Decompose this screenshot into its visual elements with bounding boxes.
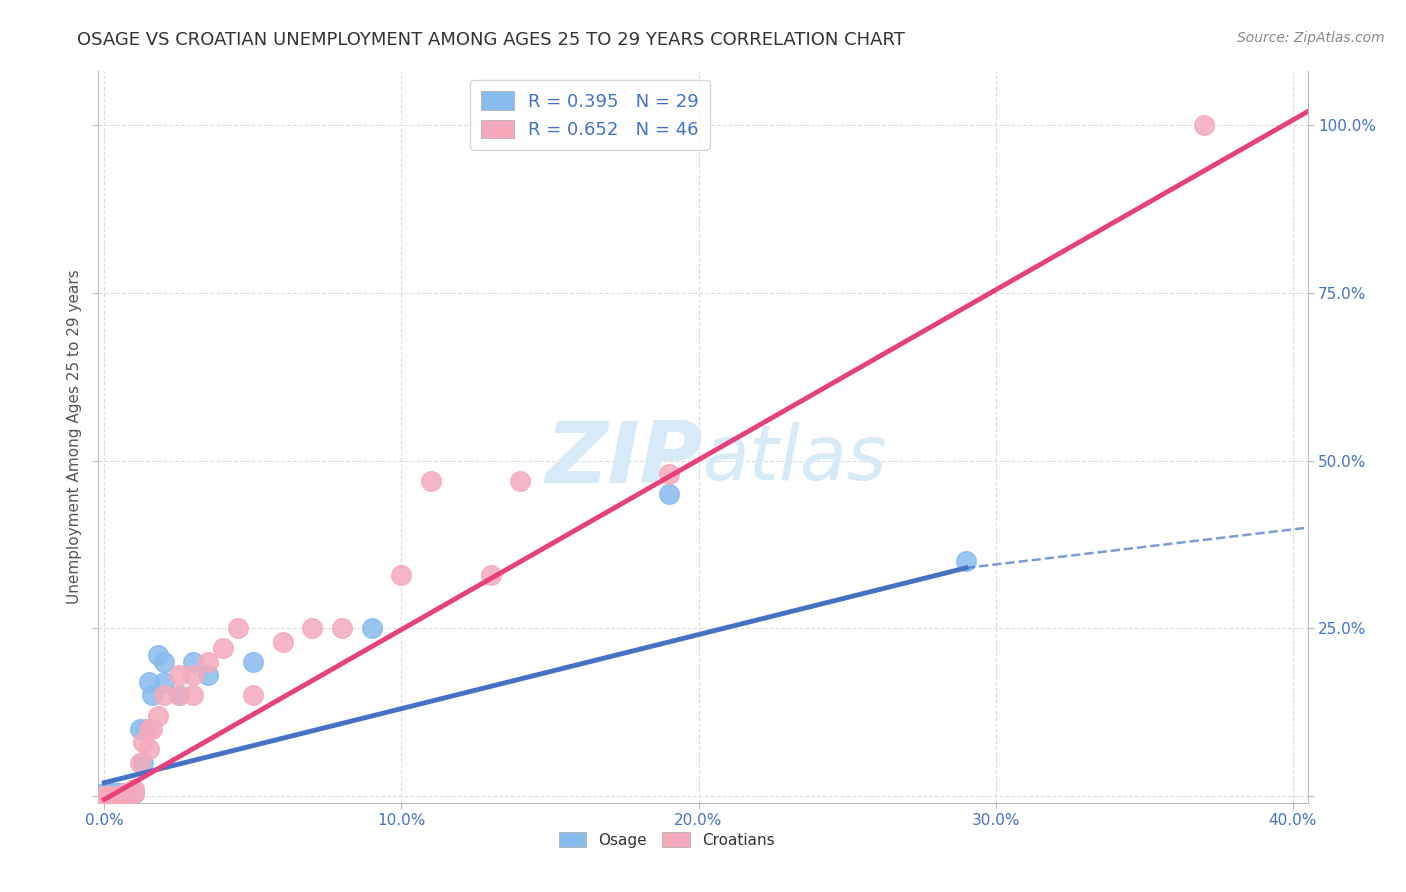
Point [167, 668, 190, 682]
Point [98, 786, 121, 800]
Point [167, 689, 190, 703]
Text: OSAGE VS CROATIAN UNEMPLOYMENT AMONG AGES 25 TO 29 YEARS CORRELATION CHART: OSAGE VS CROATIAN UNEMPLOYMENT AMONG AGE… [77, 31, 905, 49]
Point [108, 789, 131, 803]
Point [108, 789, 131, 803]
Y-axis label: Unemployment Among Ages 25 to 29 years: Unemployment Among Ages 25 to 29 years [67, 269, 83, 605]
Text: ZIP: ZIP [546, 417, 703, 500]
Point [271, 634, 294, 648]
Point [146, 708, 169, 723]
Point [226, 621, 249, 635]
Point [120, 786, 142, 800]
Point [509, 474, 531, 488]
Point [103, 789, 125, 803]
Point [197, 655, 219, 669]
Point [122, 786, 145, 800]
Point [122, 782, 145, 797]
Point [479, 567, 502, 582]
Point [242, 655, 264, 669]
Point [183, 668, 205, 682]
Point [114, 786, 136, 800]
Point [122, 786, 145, 800]
Point [93, 786, 115, 800]
Point [391, 567, 413, 582]
Point [103, 789, 125, 803]
Point [111, 789, 134, 803]
Point [138, 675, 160, 690]
Point [658, 487, 681, 501]
Point [96, 789, 118, 803]
Point [135, 722, 157, 736]
Point [96, 786, 118, 800]
Point [146, 648, 169, 662]
Point [111, 789, 134, 803]
Point [152, 675, 174, 690]
Point [93, 789, 115, 803]
Point [105, 789, 128, 803]
Point [114, 786, 136, 800]
Point [122, 786, 145, 800]
Point [93, 789, 115, 803]
Point [111, 786, 134, 800]
Point [96, 789, 118, 803]
Point [167, 689, 190, 703]
Point [420, 474, 443, 488]
Point [242, 689, 264, 703]
Point [183, 655, 205, 669]
Point [103, 786, 125, 800]
Point [141, 689, 163, 703]
Point [658, 467, 681, 481]
Point [98, 789, 121, 803]
Point [138, 722, 160, 736]
Point [108, 786, 131, 800]
Point [1192, 118, 1215, 132]
Point [114, 786, 136, 800]
Point [360, 621, 382, 635]
Point [117, 786, 139, 800]
Legend: Osage, Croatians: Osage, Croatians [553, 825, 780, 854]
Point [132, 735, 155, 749]
Point [120, 786, 142, 800]
Point [105, 786, 128, 800]
Point [122, 786, 145, 800]
Text: Source: ZipAtlas.com: Source: ZipAtlas.com [1237, 31, 1385, 45]
Point [141, 722, 163, 736]
Point [138, 742, 160, 756]
Point [98, 789, 121, 803]
Point [129, 722, 152, 736]
Point [132, 756, 155, 770]
Point [301, 621, 323, 635]
Point [117, 786, 139, 800]
Point [122, 786, 145, 800]
Point [117, 786, 139, 800]
Point [955, 554, 977, 568]
Text: atlas: atlas [703, 422, 887, 496]
Point [183, 689, 205, 703]
Point [105, 789, 128, 803]
Point [212, 641, 235, 656]
Point [152, 655, 174, 669]
Point [197, 668, 219, 682]
Point [330, 621, 353, 635]
Point [152, 689, 174, 703]
Point [129, 756, 152, 770]
Point [108, 786, 131, 800]
